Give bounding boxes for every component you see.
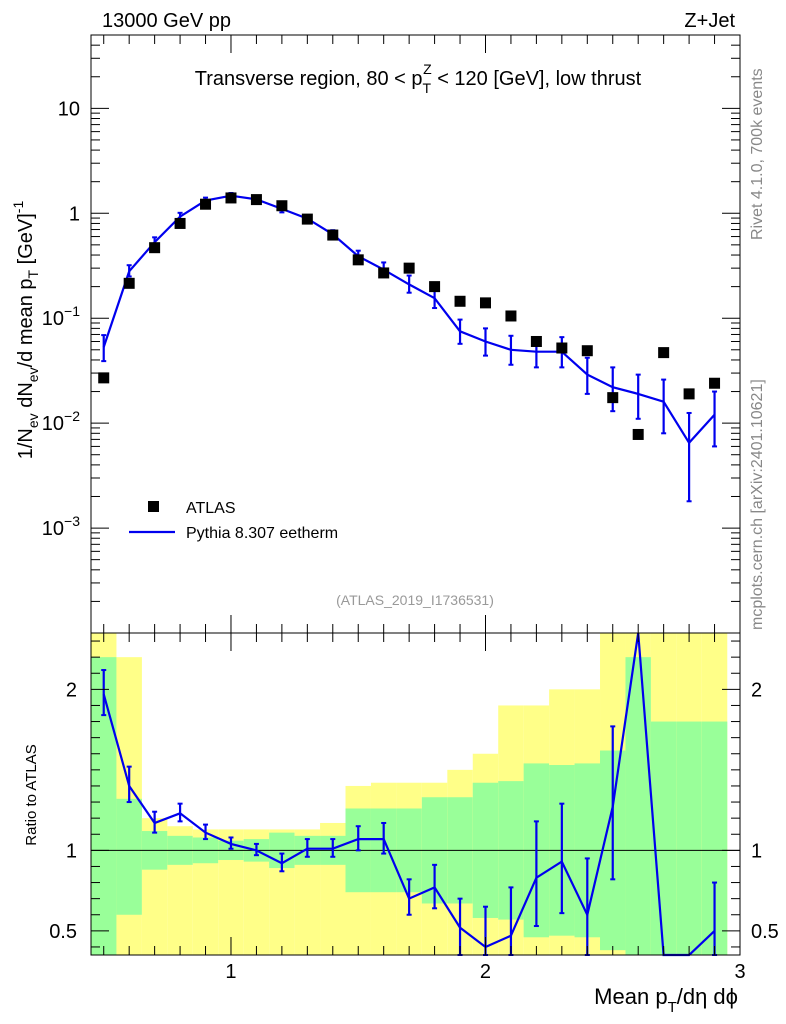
atlas-data-point — [709, 377, 721, 389]
ratio-x-tick-label: 2 — [480, 961, 491, 983]
legend-mc-label: Pythia 8.307 eetherm — [186, 525, 338, 542]
atlas-data-point — [479, 297, 491, 309]
ratio-marks — [91, 632, 740, 957]
atlas-data-point — [658, 347, 670, 359]
atlas-data-point — [429, 281, 441, 293]
atlas-data-point — [123, 277, 135, 289]
main-y-tick-label: 10−1 — [42, 303, 80, 330]
atlas-data-point — [98, 372, 110, 384]
atlas-data-point — [174, 217, 186, 229]
x-axis-label: Mean pT/dη dϕ — [594, 984, 738, 1016]
ratio-band-inner — [676, 721, 702, 955]
ratio-frame — [90, 632, 741, 956]
atlas-data-point — [149, 242, 161, 254]
ratio-y-tick-label: 0.5 — [49, 921, 77, 943]
ratio-band-inner — [625, 657, 651, 955]
atlas-data-point — [607, 392, 619, 404]
rivet-version-label: Rivet 4.1.0, 700k events — [749, 68, 766, 240]
main-marks — [98, 192, 721, 503]
header-left-label: 13000 GeV pp — [102, 10, 231, 32]
ratio-panel: Ratio to ATLAS 0.5 0.5 1 1 2 2 1 2 3 Mean pT/dη … — [23, 632, 779, 1016]
legend: ATLAS Pythia 8.307 eetherm — [129, 500, 338, 542]
atlas-data-point — [581, 345, 593, 357]
ratio-y-tick-label-right: 2 — [751, 679, 762, 701]
ratio-x-tick-label: 3 — [734, 961, 745, 983]
atlas-data-point — [530, 335, 542, 347]
legend-atlas-label: ATLAS — [186, 500, 236, 517]
atlas-data-point — [556, 342, 568, 354]
atlas-data-point — [352, 254, 364, 266]
atlas-data-point — [276, 200, 288, 212]
atlas-data-point — [301, 213, 313, 225]
mcplots-label: mcplots.cern.ch [arXiv:2401.10621] — [749, 379, 766, 630]
ratio-band-inner — [116, 798, 142, 915]
atlas-data-point — [403, 262, 415, 274]
ratio-y-tick-label: 1 — [66, 840, 77, 862]
legend-atlas-marker — [148, 501, 159, 512]
ratio-y-tick-label-right: 1 — [751, 840, 762, 862]
main-y-tick-label: 10−3 — [42, 513, 80, 540]
ratio-y-tick-label-right: 0.5 — [751, 921, 779, 943]
main-frame — [90, 34, 741, 634]
main-axes: 10−3 10−2 10−1 1 10 — [42, 34, 741, 634]
ratio-y-tick-label: 2 — [66, 679, 77, 701]
analysis-label: (ATLAS_2019_I1736531) — [336, 592, 494, 608]
mc-line — [102, 194, 716, 445]
atlas-data-point — [454, 295, 466, 307]
main-y-tick-label: 10−2 — [42, 408, 80, 435]
atlas-data-point — [632, 428, 644, 440]
atlas-data-point — [378, 267, 390, 279]
ratio-y-axis-label: Ratio to ATLAS — [23, 744, 40, 845]
atlas-data-point — [683, 388, 695, 400]
atlas-data-point — [505, 310, 517, 322]
main-panel: Transverse region, 80 < pTZ < 120 [GeV],… — [10, 34, 741, 634]
main-title: Transverse region, 80 < pTZ < 120 [GeV],… — [195, 61, 642, 96]
atlas-data-point — [250, 194, 262, 206]
header-right-label: Z+Jet — [684, 10, 735, 32]
atlas-data-point — [225, 192, 237, 204]
main-y-tick-label: 10 — [58, 98, 80, 120]
atlas-data-point — [327, 229, 339, 241]
main-y-axis-label: 1/Nev dNev/d mean pT [GeV]-1 — [10, 201, 41, 460]
main-y-tick-label: 1 — [69, 203, 80, 225]
ratio-x-tick-label: 1 — [225, 961, 236, 983]
atlas-data-point — [200, 198, 212, 210]
ratio-axes: 0.5 0.5 1 1 2 2 1 2 3 — [49, 633, 779, 983]
